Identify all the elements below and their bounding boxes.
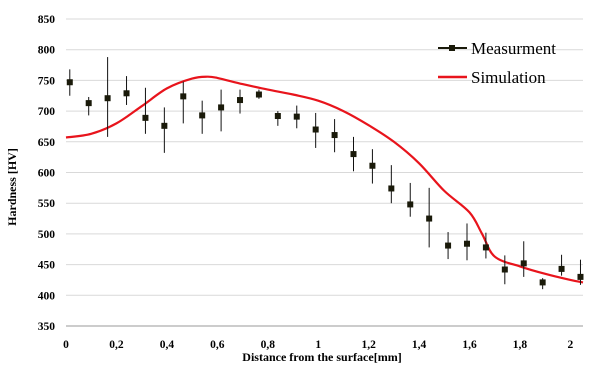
measurement-point (445, 232, 452, 260)
legend-swatch-measurment-marker (449, 45, 455, 51)
measurement-point (312, 112, 319, 148)
measurement-point (274, 111, 281, 126)
x-tick-label: 1,4 (412, 339, 427, 351)
x-tick-label: 2 (568, 339, 574, 351)
measurement-point (123, 76, 130, 105)
measurement-marker (255, 91, 262, 98)
measurement-point (199, 100, 206, 134)
x-tick-label: 0 (63, 339, 69, 351)
measurement-marker (463, 240, 470, 247)
measurement-marker (312, 126, 319, 133)
measurement-point (577, 259, 584, 285)
measurement-marker (142, 114, 149, 121)
measurement-marker (199, 112, 206, 119)
y-tick-label: 350 (38, 321, 56, 333)
legend-label-simulation: Simulation (471, 68, 546, 87)
x-tick-label: 0,8 (261, 339, 276, 351)
y-tick-label: 550 (38, 198, 56, 210)
x-tick-label: 0,6 (210, 339, 225, 351)
measurement-point (388, 165, 395, 204)
measurement-point (255, 89, 262, 99)
measurement-marker (85, 100, 92, 107)
y-tick-label: 800 (38, 45, 56, 57)
y-tick-label: 700 (38, 106, 56, 118)
x-tick-labels: 0 0,2 0,4 0,6 0,8 1 1,2 1,4 1,6 1,8 2 (63, 339, 573, 351)
y-tick-label: 850 (38, 14, 56, 26)
x-tick-label: 1,2 (361, 339, 376, 351)
measurement-series (66, 57, 584, 290)
x-tick-label: 0,2 (109, 339, 124, 351)
measurement-point (237, 89, 244, 114)
simulation-line (65, 75, 584, 284)
measurement-point (520, 241, 527, 277)
legend-label-measurment: Measurment (471, 39, 556, 58)
measurement-marker (180, 93, 187, 100)
measurement-marker (388, 185, 395, 192)
measurement-marker (520, 260, 527, 267)
measurement-marker (331, 132, 338, 139)
measurement-marker (445, 242, 452, 249)
measurement-marker (369, 162, 376, 169)
measurement-marker (577, 273, 584, 280)
measurement-point (463, 223, 470, 261)
measurement-marker (218, 104, 225, 111)
measurement-point (104, 57, 111, 137)
measurement-marker (293, 113, 300, 120)
measurement-point (482, 232, 489, 259)
legend-item-measurment: Measurment (438, 39, 556, 58)
legend-item-simulation: Simulation (438, 68, 546, 87)
y-axis-title: Hardness [HV] (5, 148, 19, 226)
measurement-marker (237, 97, 244, 104)
measurement-marker (426, 215, 433, 222)
y-tick-label: 500 (38, 229, 56, 241)
y-tick-labels: 350 400 450 500 550 600 650 700 750 800 850 (38, 14, 56, 333)
measurement-marker (539, 279, 546, 286)
measurement-point (142, 87, 149, 134)
measurement-point (331, 119, 338, 153)
measurement-marker (274, 113, 281, 120)
y-tick-label: 650 (38, 137, 56, 149)
measurement-marker (350, 151, 357, 158)
measurement-point (407, 182, 414, 217)
simulation-series (65, 75, 584, 284)
measurement-point (501, 255, 508, 285)
y-tick-label: 600 (38, 168, 56, 180)
measurement-marker (407, 201, 414, 208)
measurement-marker (501, 266, 508, 273)
measurement-marker (104, 95, 111, 102)
measurement-point (161, 107, 168, 153)
x-tick-label: 1,6 (462, 339, 477, 351)
measurement-point (293, 105, 300, 129)
measurement-marker (558, 265, 565, 272)
x-tick-label: 0,4 (160, 339, 175, 351)
measurement-point (558, 254, 565, 276)
measurement-point (369, 149, 376, 184)
measurement-marker (482, 244, 489, 251)
horizontal-gridlines (66, 18, 583, 296)
measurement-marker (123, 90, 130, 97)
measurement-point (218, 89, 225, 132)
y-tick-label: 400 (38, 290, 56, 302)
measurement-point (539, 278, 546, 290)
measurement-marker (161, 122, 168, 129)
legend: Measurment Simulation (438, 39, 556, 87)
measurement-point (350, 136, 357, 172)
y-tick-label: 750 (38, 75, 56, 87)
measurement-point (66, 69, 73, 96)
y-tick-label: 450 (38, 260, 56, 272)
x-tick-label: 1,8 (513, 339, 528, 351)
measurement-point (85, 96, 92, 116)
x-tick-label: 1 (315, 339, 321, 351)
measurement-point (426, 187, 433, 248)
measurement-marker (66, 79, 73, 86)
measurement-point (180, 81, 187, 124)
x-axis-title: Distance from the surface[mm] (242, 350, 401, 364)
